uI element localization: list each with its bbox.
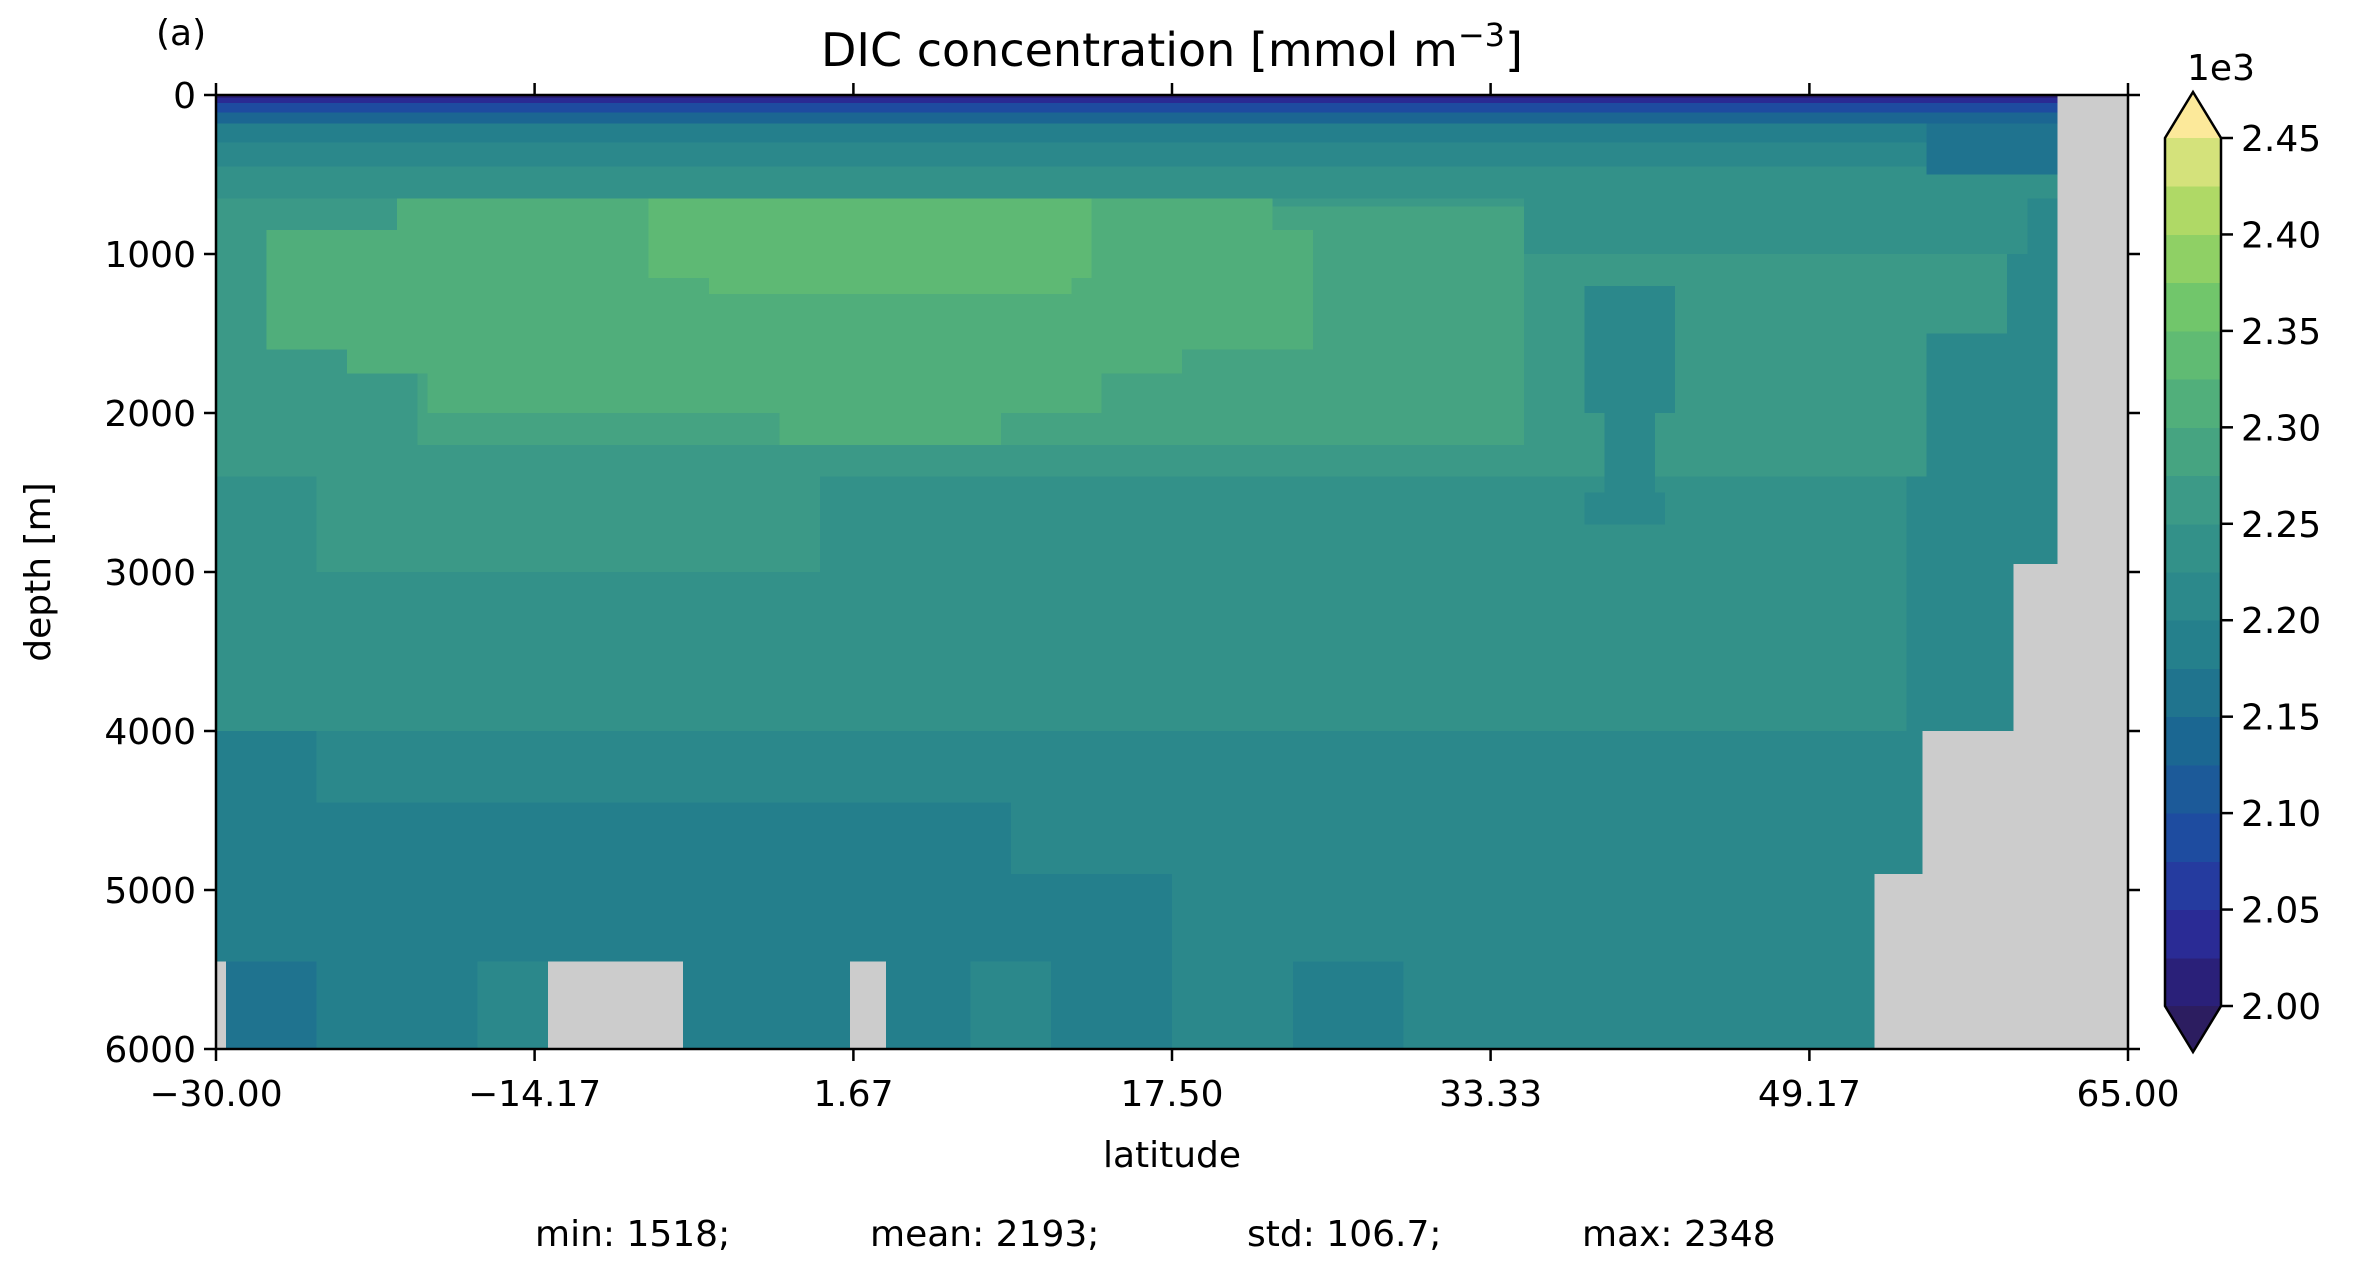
land-cell <box>216 961 227 1049</box>
heatmap-cell <box>1604 413 1656 493</box>
chart-title-main: DIC concentration [mmol m <box>821 23 1458 77</box>
y-tick-label: 2000 <box>104 394 196 435</box>
stat-std: std: 106.7; <box>1247 1214 1441 1255</box>
chart-title-superscript: −3 <box>1458 16 1505 54</box>
colorbar-segment <box>2165 282 2221 332</box>
colorbar-segment <box>2165 716 2221 766</box>
stat-mean: mean: 2193; <box>870 1214 1099 1255</box>
colorbar-segment <box>2165 379 2221 428</box>
colorbar-segment <box>2165 330 2221 380</box>
y-tick-label: 1000 <box>104 235 196 276</box>
colorbar-segment <box>2165 138 2221 187</box>
colorbar-segment <box>2165 620 2221 669</box>
colorbar-tick-label: 2.00 <box>2241 987 2321 1028</box>
colorbar-segment <box>2165 861 2221 911</box>
colorbar-segment <box>2165 668 2221 718</box>
x-tick-label: 1.67 <box>813 1074 893 1115</box>
heatmap-cell <box>1010 874 1172 962</box>
colorbar: 2.00 2.05 2.10 2.15 2.20 2.25 2.30 2.35 2.40 2.45 <box>2163 89 2321 1055</box>
y-axis-label: depth [m] <box>18 482 59 661</box>
x-tick-label: 17.50 <box>1120 1074 1223 1115</box>
colorbar-multiplier: 1e3 <box>2187 48 2255 89</box>
land-cell <box>1922 731 2014 1049</box>
chart-title-close: ] <box>1505 23 1523 77</box>
colorbar-over-extension <box>2165 92 2221 138</box>
x-tick-label: 33.33 <box>1439 1074 1542 1115</box>
colorbar-segment <box>2165 475 2221 525</box>
x-tick-label: −14.17 <box>468 1074 601 1115</box>
y-tick-label: 4000 <box>104 712 196 753</box>
panel-label: (a) <box>156 13 206 54</box>
colorbar-segment <box>2165 572 2221 621</box>
heatmap-cell <box>316 476 820 572</box>
heatmap-cell <box>216 961 317 1049</box>
colorbar-segment <box>2165 427 2221 477</box>
x-axis-label: latitude <box>1103 1135 1241 1176</box>
land-cell <box>1874 874 1923 1049</box>
heatmap-cell <box>316 731 388 803</box>
colorbar-under-extension <box>2165 1006 2221 1052</box>
colorbar-tick-label: 2.35 <box>2241 312 2321 353</box>
colorbar-tick-label: 2.45 <box>2241 119 2321 160</box>
colorbar-segment <box>2165 523 2221 573</box>
heatmap-cell <box>970 961 1052 1049</box>
land-mask <box>216 95 2128 1049</box>
heatmap-cell <box>477 961 549 1049</box>
heatmap-cell <box>216 95 2058 103</box>
x-axis: −30.00 −14.17 1.67 17.50 33.33 49.17 65.00 <box>149 83 2180 1115</box>
heatmap-cell <box>1584 285 1676 413</box>
heatmap-cell <box>216 476 327 668</box>
y-tick-label: 3000 <box>104 553 196 594</box>
heatmap-cell <box>216 802 639 962</box>
y-tick-label: 6000 <box>104 1030 196 1071</box>
stats-line: min: 1518; mean: 2193; std: 106.7; max: … <box>535 1214 1776 1255</box>
colorbar-segment <box>2165 764 2221 814</box>
heatmap-cell <box>682 961 850 1049</box>
chart-title: DIC concentration [mmol m−3] <box>821 16 1523 77</box>
y-tick-label: 0 <box>173 76 196 117</box>
x-tick-label: −30.00 <box>149 1074 282 1115</box>
heatmap-cell <box>1051 961 1172 1049</box>
heatmap-cell <box>216 95 2058 99</box>
colorbar-segment <box>2165 813 2221 862</box>
colorbar-tick-label: 2.40 <box>2241 215 2321 256</box>
x-tick-label: 49.17 <box>1758 1074 1861 1115</box>
heatmap-cell <box>638 802 1011 962</box>
x-tick-label: 65.00 <box>2076 1074 2179 1115</box>
colorbar-segment <box>2165 909 2221 959</box>
land-cell <box>2013 564 2058 1049</box>
heatmap-cell <box>886 961 971 1049</box>
colorbar-segment <box>2165 234 2221 284</box>
colorbar-tick-label: 2.25 <box>2241 505 2321 546</box>
land-cell <box>849 961 887 1049</box>
stat-max: max: 2348 <box>1582 1214 1776 1255</box>
colorbar-segment <box>2165 186 2221 235</box>
land-cell <box>2057 95 2128 1049</box>
y-axis: 0 1000 2000 3000 4000 5000 6000 <box>104 76 2140 1071</box>
land-cell <box>548 961 683 1049</box>
heatmap-cell <box>1292 961 1404 1049</box>
colorbar-tick-label: 2.20 <box>2241 601 2321 642</box>
heatmap-cell <box>779 397 1001 445</box>
heatmap-cell <box>316 961 478 1049</box>
heatmap-cell <box>2007 254 2058 413</box>
stat-min: min: 1518; <box>535 1214 730 1255</box>
colorbar-tick-label: 2.10 <box>2241 794 2321 835</box>
heatmap-cell <box>709 277 1072 294</box>
colorbar-segment <box>2165 957 2221 1007</box>
y-tick-label: 5000 <box>104 871 196 912</box>
colorbar-tick-label: 2.15 <box>2241 698 2321 739</box>
colorbar-tick-label: 2.30 <box>2241 408 2321 449</box>
heatmap-cell <box>1584 492 1666 525</box>
colorbar-tick-label: 2.05 <box>2241 891 2321 932</box>
heatmap-cells <box>216 95 2128 1049</box>
